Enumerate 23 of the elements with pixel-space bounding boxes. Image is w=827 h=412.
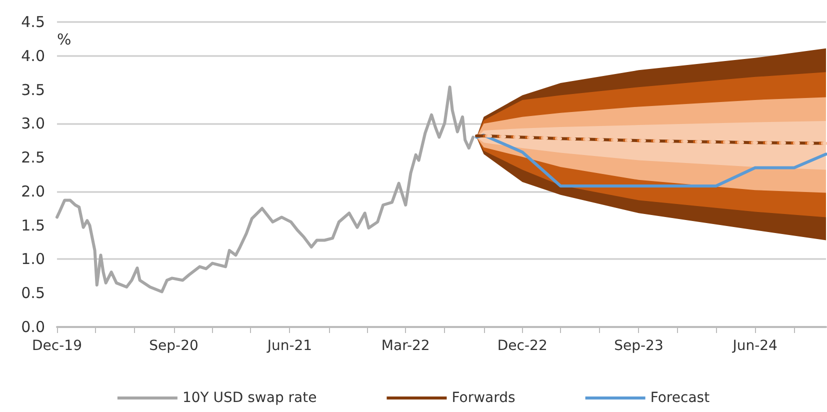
x-tick-label: Jun-21 [266, 338, 312, 354]
y-tick-label: 3.5 [21, 80, 45, 99]
y-tick-label: 2.0 [21, 182, 45, 200]
y-tick-label: 1.5 [21, 216, 45, 234]
x-tick-label: Dec-22 [497, 338, 548, 354]
y-tick-label: 4.5 [21, 13, 45, 31]
line-series [475, 134, 827, 188]
x-tick-label: Jun-24 [732, 338, 778, 354]
y-tick-label: 1.0 [21, 250, 45, 268]
x-tick-label: Mar-22 [381, 338, 430, 354]
y-tick-label: 2.5 [21, 148, 45, 167]
legend-label: Forwards [452, 390, 516, 406]
y-tick-label: 0.0 [21, 318, 45, 336]
x-tick-label: Dec-19 [32, 338, 82, 354]
y-tick-label: 4.0 [21, 46, 45, 65]
x-tick-label: Sep-23 [614, 338, 664, 354]
line-series [56, 86, 475, 294]
legend-label: Forecast [650, 390, 710, 406]
x-tick-label: Sep-20 [149, 338, 198, 354]
y-tick-label: 3.0 [21, 114, 45, 133]
y-axis-title: % [57, 30, 72, 48]
y-tick-label: 0.5 [21, 284, 45, 302]
legend-label: 10Y USD swap rate [182, 390, 317, 406]
